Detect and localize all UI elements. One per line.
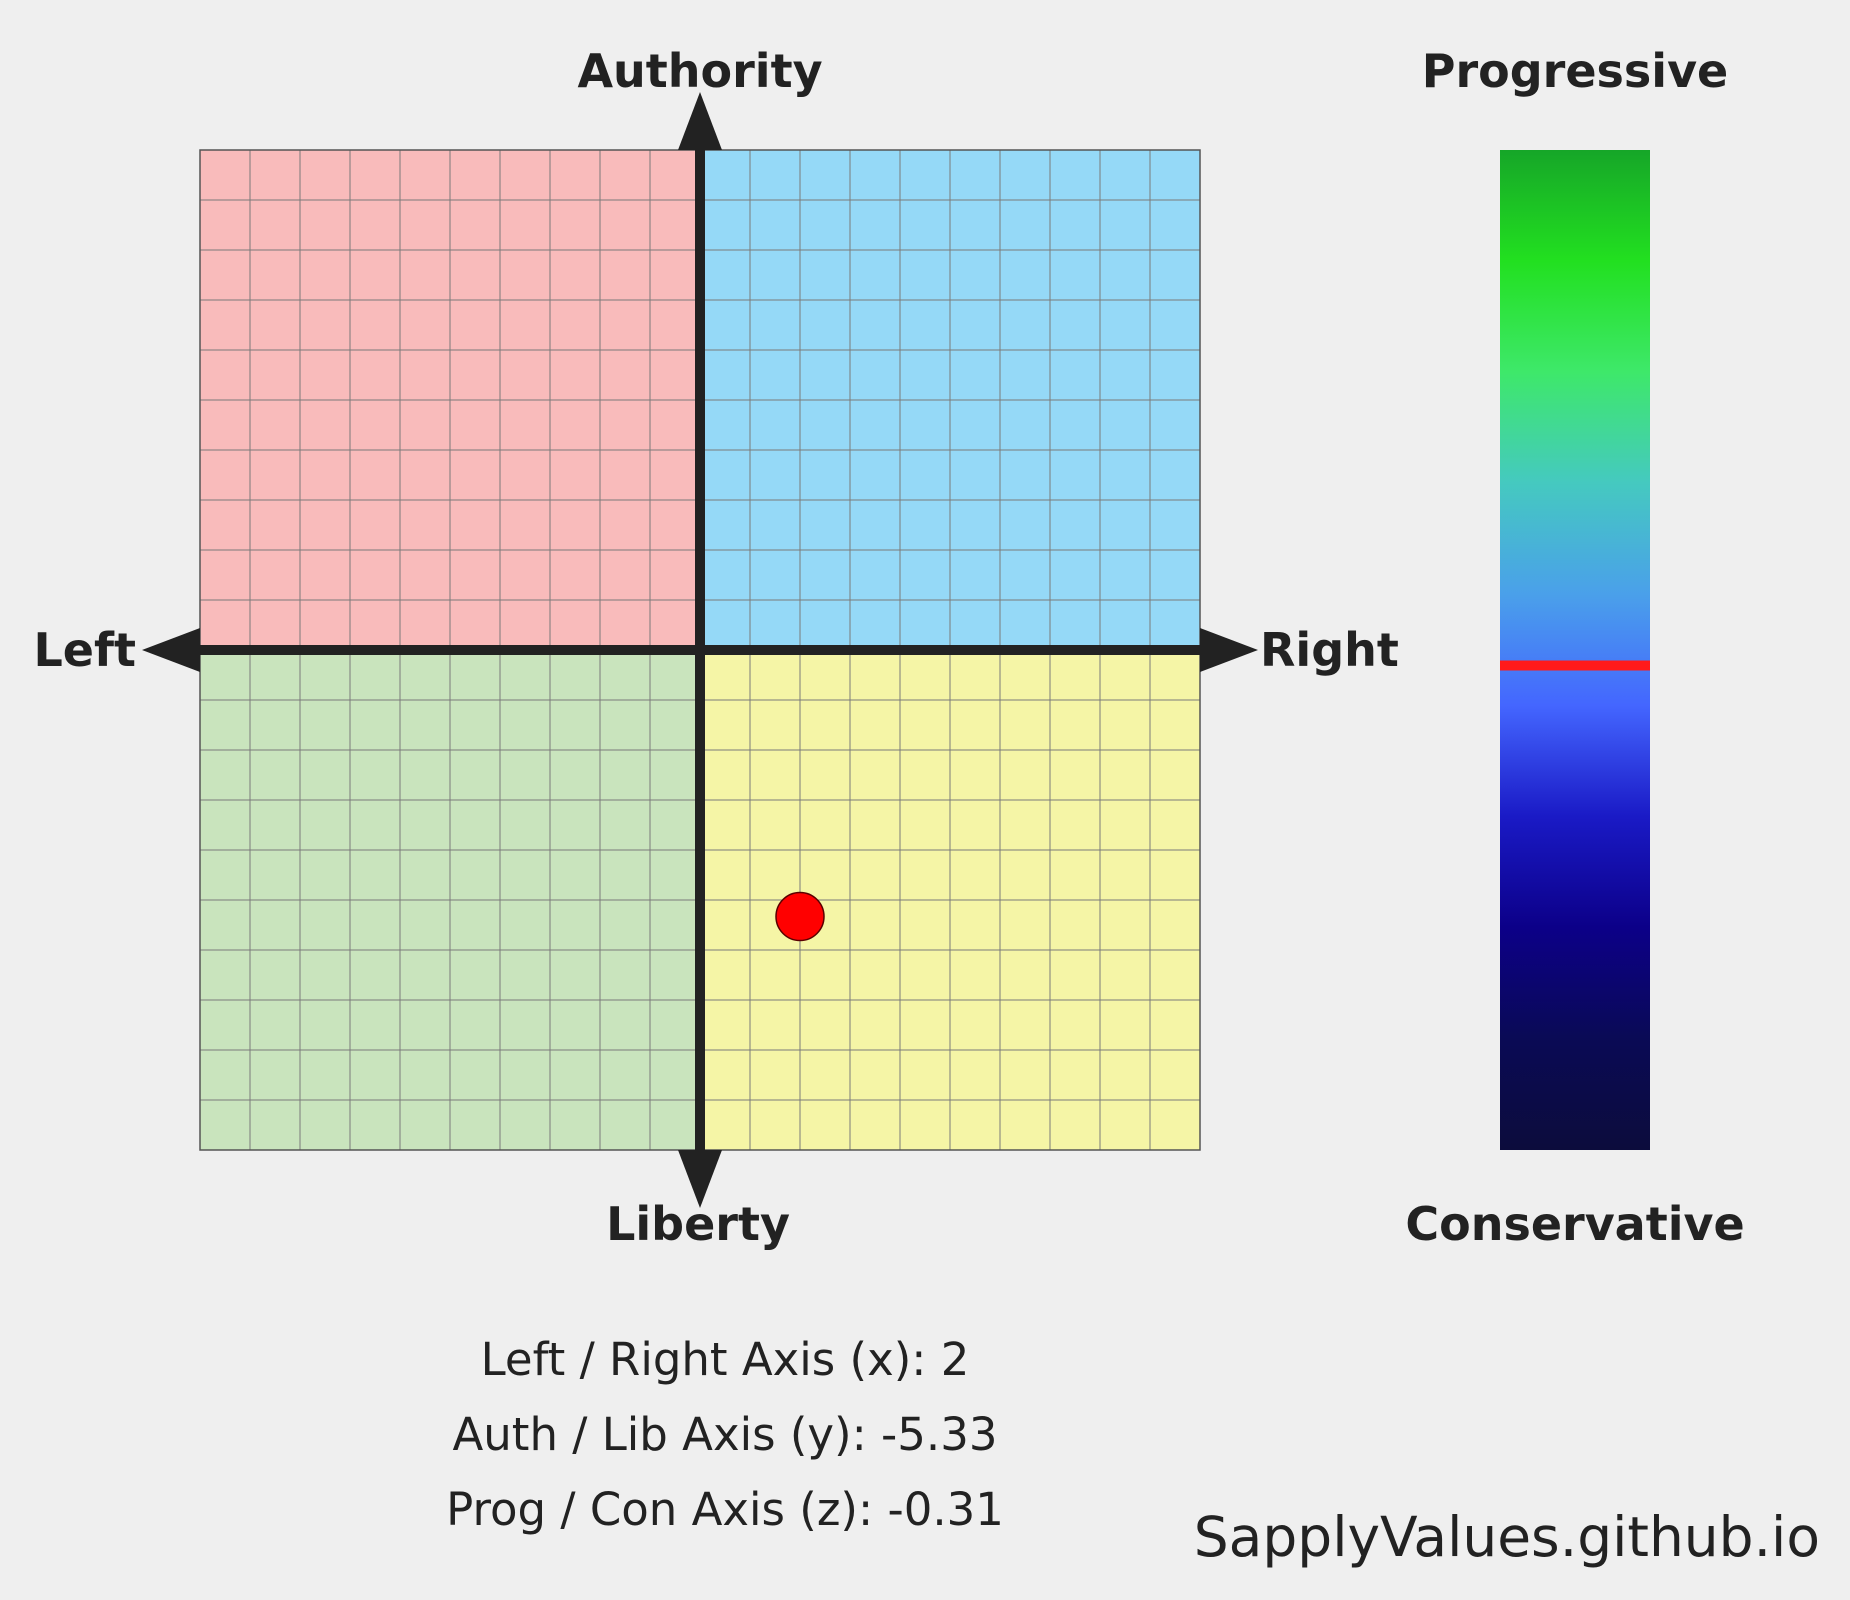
result-point [775,891,825,942]
main-axes [142,92,1258,1208]
readout-y: Auth / Lib Axis (y): -5.33 [452,1408,998,1461]
axis-label-right: Right [1260,623,1399,677]
arrow-up-icon [678,92,722,150]
axis-label-authority: Authority [577,44,822,98]
arrow-right-icon [1200,628,1258,672]
arrow-down-icon [678,1150,722,1208]
compass-plot [142,92,1258,1208]
axis-label-left: Left [33,623,136,677]
gauge-label-progressive: Progressive [1422,44,1729,98]
arrow-left-icon [142,628,200,672]
gauge-label-conservative: Conservative [1405,1197,1744,1251]
prog-con-gradient-bar [1500,150,1650,1150]
axis-label-liberty: Liberty [606,1197,790,1251]
prog-con-gauge [1500,150,1650,1150]
prog-con-marker [1500,660,1650,671]
readout-x: Left / Right Axis (x): 2 [480,1333,970,1386]
score-readout: Left / Right Axis (x): 2 Auth / Lib Axis… [425,1322,1025,1547]
site-watermark: SapplyValues.github.io [1193,1505,1820,1569]
readout-z: Prog / Con Axis (z): -0.31 [446,1483,1004,1536]
